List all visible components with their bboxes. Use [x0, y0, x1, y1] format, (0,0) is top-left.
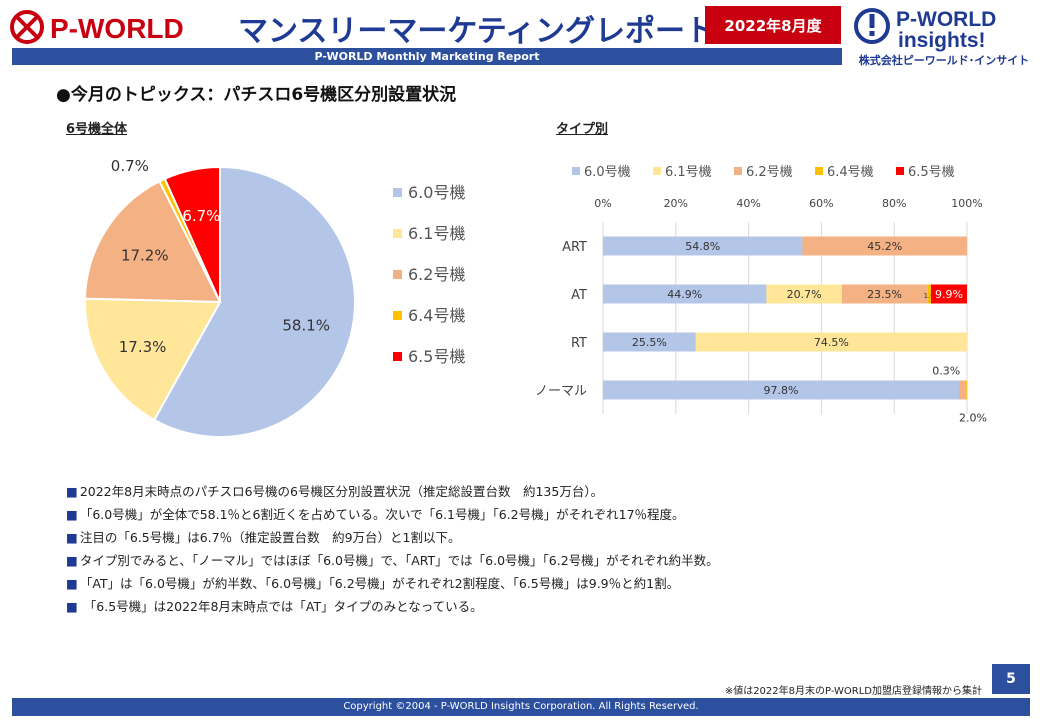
pie-legend-swatch-2	[393, 270, 402, 279]
pie-slice-label-0: 58.1%	[282, 316, 330, 334]
bar-data-label-3-2: 2.0%	[959, 412, 987, 425]
bar-x-tick-2: 40%	[736, 197, 760, 210]
bar-data-label-0-2: 45.2%	[867, 240, 902, 253]
bar-legend-label-4: 6.5号機	[908, 165, 955, 180]
brand-right-line1: P-WORLD	[896, 8, 996, 31]
bar-category-label-3: ノーマル	[535, 384, 587, 399]
bar-x-tick-4: 80%	[882, 197, 906, 210]
pie-chart: 58.1% 17.3% 17.2% 0.7% 6.7% 6.0号機 6.1号機 6.2号機 6.…	[84, 157, 465, 438]
bar-data-label-1-4: 9.9%	[935, 288, 963, 301]
note-item-2: ■ 注目の「6.5号機」は6.7％（推定設置台数 約9万台）と1割以下。	[66, 528, 966, 551]
note-text: 「AT」は「6.0号機」が約半数、「6.0号機」「6.2号機」がそれぞれ2割程度…	[79, 576, 680, 591]
note-item-5: ■ 「6.5号機」は2022年8月末時点では「AT」タイプのみとなっている。	[66, 597, 966, 620]
pie-slice-label-1: 17.3%	[119, 338, 167, 356]
pie-legend-label-4: 6.5号機	[408, 347, 465, 366]
pie-legend-swatch-3	[393, 311, 402, 320]
bar-data-label-1-3: 1.0	[924, 292, 935, 300]
stacked-bar-chart: 6.0号機 6.1号機 6.2号機 6.4号機 6.5号機 0% 20% 40% 60% 80% 1…	[535, 165, 987, 425]
page-number: 5	[992, 664, 1030, 694]
bar-segment-1-1	[766, 284, 842, 304]
bar-legend-swatch-0	[572, 167, 580, 175]
bar-segment-1-4	[930, 284, 967, 304]
bar-legend-swatch-3	[815, 167, 823, 175]
pie-legend-label-2: 6.2号機	[408, 265, 465, 284]
bar-legend-label-0: 6.0号機	[584, 165, 631, 180]
brand-left-text: P-WORLD	[50, 13, 184, 44]
report-subtitle: P-WORLD Monthly Marketing Report	[12, 48, 842, 65]
bar-data-label-1-0: 44.9%	[667, 288, 702, 301]
note-item-4: ■ 「AT」は「6.0号機」が約半数、「6.0号機」「6.2号機」がそれぞれ2割程…	[66, 574, 966, 597]
bar-data-label-3-0: 97.8%	[764, 384, 799, 397]
bar-x-tick-0: 0%	[594, 197, 611, 210]
bar-segment-1-3	[927, 284, 931, 304]
pie-legend-swatch-4	[393, 352, 402, 361]
bar-x-tick-1: 20%	[664, 197, 688, 210]
brand-right-line2: insights!	[898, 29, 986, 52]
brand-right-company: 株式会社ピーワールド･インサイト	[858, 54, 1030, 67]
bar-data-label-2-1: 74.5%	[814, 336, 849, 349]
bar-segment-0-0	[603, 236, 803, 256]
pie-slice-1	[84, 297, 222, 422]
p-world-logo: P-WORLD	[10, 10, 184, 44]
bar-legend-swatch-2	[734, 167, 742, 175]
note-bullet-icon: ■	[66, 553, 78, 568]
bar-category-label-2: RT	[571, 336, 587, 351]
section-label-all: 6号機全体	[66, 122, 128, 137]
pie-slice-2	[84, 179, 222, 304]
copyright-footer: Copyright ©2004 - P-WORLD Insights Corpo…	[12, 698, 1030, 716]
note-bullet-icon: ■	[66, 576, 78, 591]
bar-data-label-1-1: 20.7%	[787, 288, 822, 301]
bar-segment-3-0	[603, 380, 959, 400]
pie-slice-4	[163, 165, 221, 303]
pie-slice-label-4: 6.7%	[182, 207, 220, 225]
bar-legend-label-1: 6.1号機	[665, 165, 712, 180]
pie-slice-label-3: 0.7%	[111, 157, 149, 175]
bar-category-label-0: ART	[562, 240, 587, 255]
pie-legend-label-1: 6.1号機	[408, 224, 465, 243]
bar-legend-label-2: 6.2号機	[746, 165, 793, 180]
bar-data-label-2-0: 25.5%	[632, 336, 667, 349]
topic-heading: ●今月のトピックス：パチスロ6号機区分別設置状況	[56, 85, 457, 105]
bar-legend-swatch-1	[653, 167, 661, 175]
pie-slice-label-2: 17.2%	[121, 246, 169, 264]
pie-legend-swatch-1	[393, 229, 402, 238]
bar-segment-1-0	[603, 284, 767, 304]
bar-legend-swatch-4	[896, 167, 904, 175]
bar-data-label-1-2: 23.5%	[867, 288, 902, 301]
note-bullet-icon: ■	[66, 530, 78, 545]
bar-data-label-0-0: 54.8%	[685, 240, 720, 253]
bar-legend-label-3: 6.4号機	[827, 165, 874, 180]
note-bullet-icon: ■	[66, 599, 78, 614]
bar-segment-3-3	[966, 380, 968, 400]
note-text: 2022年8月末時点のパチスロ6号機の6号機区分別設置状況（推定総設置台数 約1…	[79, 484, 604, 499]
bar-segment-2-1	[695, 332, 967, 352]
note-bullet-icon: ■	[66, 484, 78, 499]
bar-segment-1-2	[841, 284, 928, 304]
bar-segment-3-2	[958, 380, 967, 400]
note-text: 「6.5号機」は2022年8月末時点では「AT」タイプのみとなっている。	[79, 599, 483, 614]
bar-x-tick-3: 60%	[809, 197, 833, 210]
note-item-3: ■ タイプ別でみると、「ノーマル」ではほぼ「6.0号機」で、「ART」では「6.0…	[66, 551, 966, 574]
pie-legend-swatch-0	[393, 188, 402, 197]
bar-x-tick-5: 100%	[951, 197, 982, 210]
bar-segment-0-2	[802, 236, 967, 256]
source-note: ※値は2022年8月末のP-WORLD加盟店登録情報から集計	[724, 686, 982, 697]
bar-segment-2-0	[603, 332, 696, 352]
bar-category-label-1: AT	[571, 288, 587, 303]
pie-legend-label-3: 6.4号機	[408, 306, 465, 325]
bar-data-label-3-3: 0.3%	[932, 365, 960, 378]
note-text: タイプ別でみると、「ノーマル」ではほぼ「6.0号機」で、「ART」では「6.0号…	[79, 553, 719, 568]
section-label-type: タイプ別	[556, 122, 609, 137]
pie-slice-0	[152, 165, 356, 438]
note-text: 「6.0号機」が全体で58.1％と6割近くを占めている。次いで「6.1号機」「6…	[79, 507, 685, 522]
report-date-badge: 2022年8月度	[705, 6, 841, 44]
pie-legend-label-0: 6.0号機	[408, 183, 465, 202]
report-title: マンスリーマーケティングレポート	[238, 14, 715, 49]
note-text: 注目の「6.5号機」は6.7％（推定設置台数 約9万台）と1割以下。	[79, 530, 461, 545]
p-world-insights-logo: P-WORLD insights!	[854, 8, 996, 52]
note-item-0: ■ 2022年8月末時点のパチスロ6号機の6号機区分別設置状況（推定総設置台数 約…	[66, 482, 966, 505]
notes-list: ■ 2022年8月末時点のパチスロ6号機の6号機区分別設置状況（推定総設置台数 約…	[66, 482, 966, 620]
note-item-1: ■ 「6.0号機」が全体で58.1％と6割近くを占めている。次いで「6.1号機」「…	[66, 505, 966, 528]
note-bullet-icon: ■	[66, 507, 78, 522]
